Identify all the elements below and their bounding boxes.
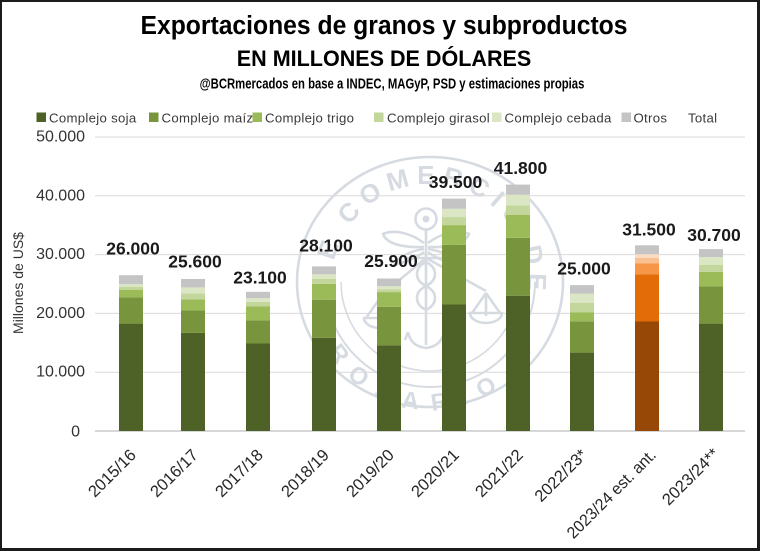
svg-text:2018/19: 2018/19 [278,446,333,501]
svg-text:Exportaciones de granos y subp: Exportaciones de granos y subproductos [141,11,628,40]
svg-text:2017/18: 2017/18 [212,446,267,501]
svg-text:23.100: 23.100 [233,268,287,288]
svg-text:25.900: 25.900 [364,251,418,271]
svg-text:30.000: 30.000 [36,246,85,263]
svg-text:2019/20: 2019/20 [343,446,398,501]
svg-text:26.000: 26.000 [106,239,160,259]
svg-text:20.000: 20.000 [36,305,85,322]
svg-text:Complejo maíz: Complejo maíz [162,111,254,126]
svg-text:50.000: 50.000 [36,129,85,146]
svg-text:25.000: 25.000 [557,259,611,279]
svg-text:10.000: 10.000 [36,364,85,381]
svg-text:@BCRmercados en base a INDEC,: @BCRmercados en base a INDEC, MAGyP, PSD… [200,75,585,92]
svg-text:31.500: 31.500 [622,220,676,240]
svg-text:41.800: 41.800 [494,158,548,178]
svg-text:EN MILLONES DE DÓLARES: EN MILLONES DE DÓLARES [237,46,531,71]
svg-text:2015/16: 2015/16 [85,446,140,501]
svg-text:Complejo girasol: Complejo girasol [387,111,490,126]
svg-text:Millones de US$: Millones de US$ [10,232,26,334]
svg-text:28.100: 28.100 [299,236,353,256]
svg-text:Complejo trigo: Complejo trigo [265,111,354,126]
svg-text:2016/17: 2016/17 [147,446,202,501]
svg-text:Total: Total [688,111,717,126]
svg-text:2020/21: 2020/21 [408,446,463,501]
svg-text:30.700: 30.700 [687,225,741,245]
svg-text:Complejo soja: Complejo soja [49,111,137,126]
svg-text:2021/22: 2021/22 [472,446,527,501]
svg-text:Complejo cebada: Complejo cebada [505,111,613,126]
svg-text:0: 0 [71,424,80,441]
svg-text:Otros: Otros [634,111,668,126]
svg-text:40.000: 40.000 [36,187,85,204]
svg-text:39.500: 39.500 [429,172,483,192]
svg-text:2022/23*: 2022/23* [531,446,591,506]
svg-text:2023/24**: 2023/24** [659,445,723,509]
svg-text:25.600: 25.600 [168,252,222,272]
